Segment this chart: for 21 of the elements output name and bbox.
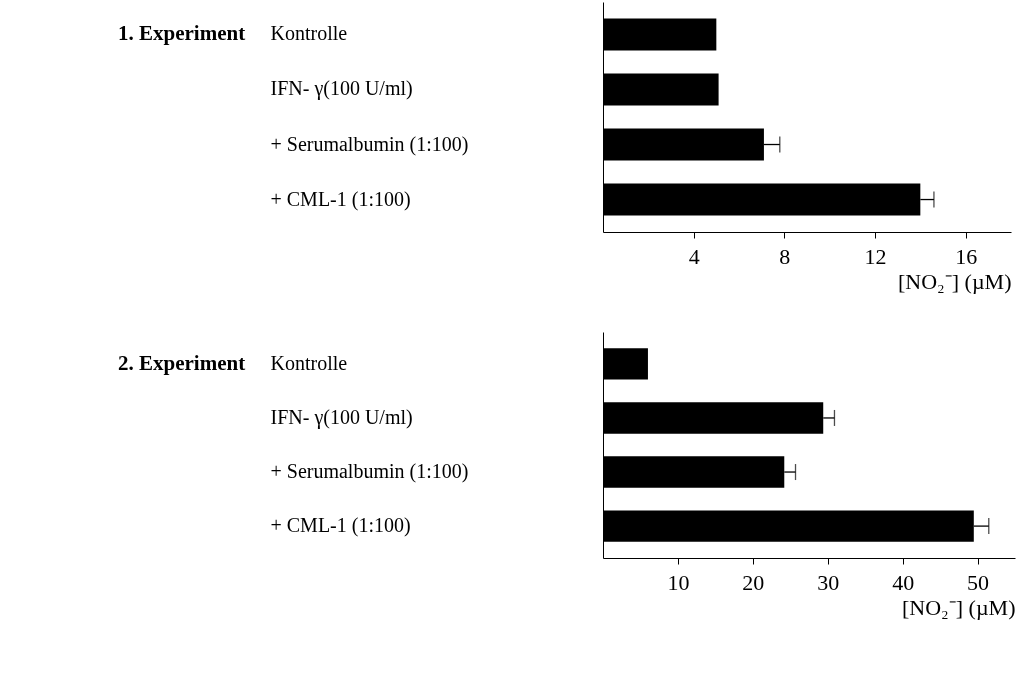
y-tick-label: + Serumalbumin (1:100) [270,132,469,156]
x-tick-label: 8 [779,243,791,269]
x-tick-label: 40 [892,569,915,595]
x-tick-label: 30 [817,569,840,595]
x-axis-title: [NO₂⁻] (µM) [898,268,1012,294]
y-tick-label: + CML-1 (1:100) [270,514,411,538]
x-tick-label: 12 [864,243,887,269]
y-tick-label: + CML-1 (1:100) [270,187,411,211]
x-tick-label: 16 [955,243,978,269]
x-tick-label: 50 [967,569,990,595]
y-tick-label: IFN- γ(100 U/ml) [270,77,413,101]
y-tick-label: IFN- γ(100 U/ml) [270,405,413,429]
x-tick-label: 10 [667,569,690,595]
y-tick-label: Kontrolle [270,22,348,45]
x-tick-label: 4 [688,243,700,269]
y-tick-label: + Serumalbumin (1:100) [270,460,469,484]
x-tick-label: 20 [742,569,765,595]
text: 2. Experiment [118,350,246,375]
y-tick-label: Kontrolle [270,351,348,374]
x-axis-title: [NO₂⁻] (µM) [902,594,1016,620]
text: 1. Experiment [118,21,246,46]
